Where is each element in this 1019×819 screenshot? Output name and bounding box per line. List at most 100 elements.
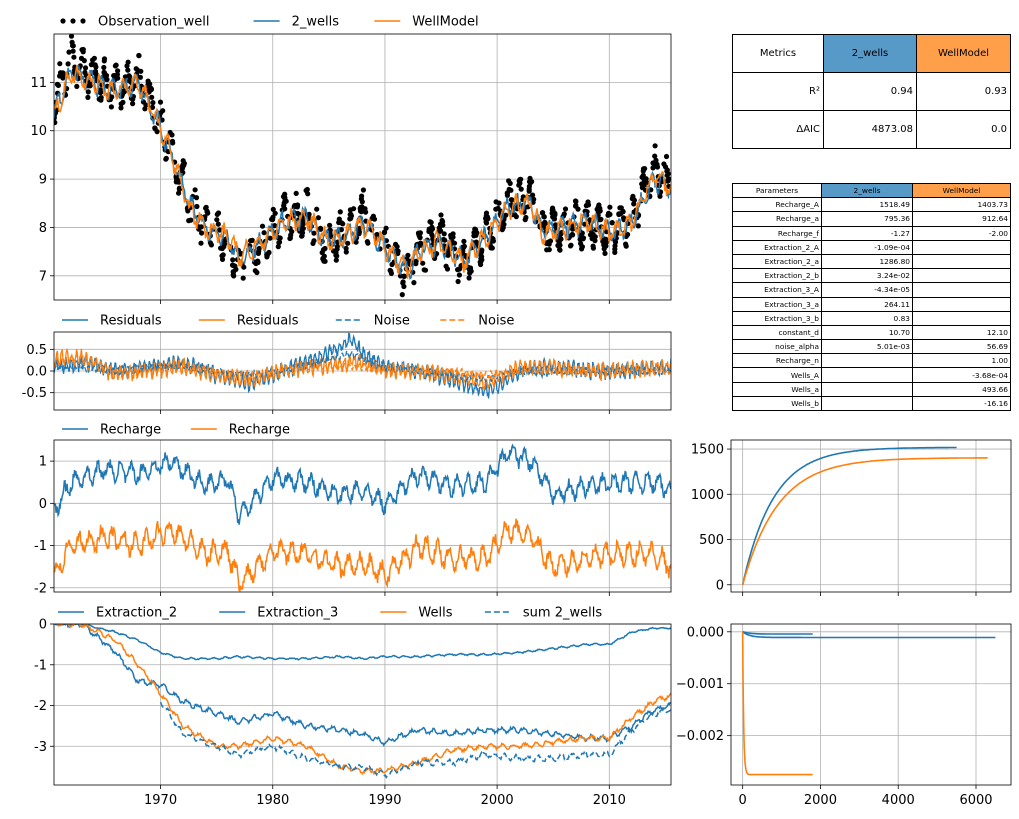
observation-point (442, 237, 448, 243)
observation-point (663, 153, 670, 160)
observation-point (364, 239, 370, 245)
observation-point (542, 220, 548, 227)
observation-point (503, 212, 509, 218)
parameters-cell: 912.64 (912, 211, 1011, 227)
observation-point (506, 178, 512, 184)
observation-point (556, 239, 562, 245)
series-well-response-line (741, 631, 813, 776)
parameters-cell (821, 367, 913, 383)
metrics-cell: 0.94 (823, 72, 917, 111)
parameters-cell (821, 353, 913, 369)
legend-marker (60, 18, 66, 24)
series-residual-line (54, 347, 671, 391)
observation-point (283, 198, 289, 204)
observation-point (80, 46, 86, 53)
parameters-cell: Wells_A (732, 367, 822, 383)
observation-point (327, 222, 333, 228)
observation-point (518, 176, 524, 182)
y-tick-label: 0 (716, 578, 724, 593)
observation-point (71, 54, 77, 60)
metrics-header-row: Metrics 2_wells WellModel (732, 34, 1011, 73)
parameters-row: noise_alpha 5.01e-03 56.69 (732, 339, 1011, 355)
observation-point (315, 215, 321, 221)
observation-point (186, 218, 192, 224)
observation-point (579, 244, 586, 250)
observation-point (337, 209, 343, 215)
observation-point (665, 171, 671, 177)
observation-point (602, 250, 608, 256)
observation-point (374, 231, 380, 238)
legend-label: Residuals (100, 314, 162, 329)
y-tick-label: 0.5 (26, 343, 47, 358)
observation-point (256, 248, 262, 254)
observation-point (54, 119, 58, 126)
observation-point (54, 81, 61, 87)
observation-point (650, 160, 656, 166)
observation-point (272, 210, 278, 216)
y-tick-label: 1 (39, 455, 47, 470)
series-residual-line (54, 355, 671, 382)
observation-point (149, 104, 156, 110)
observation-point (443, 263, 449, 269)
observation-point (204, 209, 210, 215)
parameters-row: Extraction_2_b 3.24e-02 (732, 268, 1011, 284)
observation-point (254, 269, 260, 276)
observation-point (170, 140, 176, 146)
parameters-cell (912, 296, 1011, 312)
parameters-cell: Extraction_2_A (732, 239, 822, 255)
observation-point (551, 216, 558, 222)
parameters-cell (912, 239, 1011, 255)
observation-point (381, 230, 387, 236)
parameters-cell: -1.27 (821, 225, 913, 241)
observation-point (130, 96, 136, 102)
observation-point (207, 240, 213, 246)
observation-point (311, 230, 317, 236)
observation-point (294, 204, 300, 210)
observation-point (336, 219, 342, 226)
parameters-cell: 5.01e-03 (821, 339, 913, 355)
x-tick-label: 1990 (368, 793, 401, 808)
observation-point (528, 180, 534, 186)
parameters-row: Recharge_f -1.27 -2.00 (732, 225, 1011, 241)
parameters-row: Extraction_3_A -4.34e-05 (732, 282, 1011, 298)
observation-point (70, 48, 76, 54)
observation-point (240, 275, 246, 281)
observation-point (652, 143, 658, 149)
legend-label: Recharge (229, 423, 290, 438)
observation-point (121, 88, 127, 94)
observation-point (456, 272, 462, 278)
residuals-panel: -0.5 0.0 0.5 Residuals Residuals Noise Noise (22, 314, 672, 414)
parameters-cell (912, 268, 1011, 284)
observation-point (118, 101, 124, 107)
observation-point (157, 99, 164, 105)
legend-label: Wells (418, 606, 452, 621)
observation-point (314, 206, 320, 212)
observation-point (198, 240, 204, 246)
metrics-table: Metrics 2_wells WellModel R² 0.94 0.93 Δ… (732, 34, 1011, 149)
observation-point (493, 199, 499, 205)
observation-point (439, 217, 445, 224)
observation-point (270, 206, 276, 212)
observation-point (60, 74, 66, 80)
observation-point (623, 241, 629, 247)
observation-point (293, 190, 299, 196)
observation-point (82, 69, 88, 76)
legend-label: Extraction_3 (257, 606, 338, 621)
observation-point (215, 221, 221, 227)
observation-point (85, 89, 91, 95)
y-tick-label: 10 (30, 124, 47, 139)
observation-point (303, 187, 309, 194)
observation-point (522, 217, 528, 223)
observation-point (461, 238, 467, 244)
observation-point (413, 261, 419, 267)
observation-point (493, 206, 499, 212)
plot-area (741, 631, 996, 776)
observation-point (215, 210, 222, 216)
metrics-cell: ΔAIC (732, 110, 824, 149)
y-tick-label: 11 (30, 76, 47, 91)
observation-point (347, 216, 353, 222)
observation-point (568, 242, 574, 248)
observation-point (616, 211, 622, 217)
x-tick-label: 4000 (882, 793, 915, 808)
